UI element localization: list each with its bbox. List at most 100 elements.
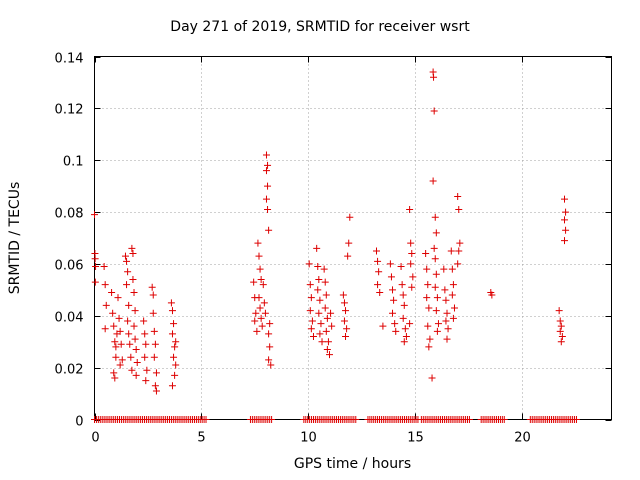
zero-data-point — [268, 416, 276, 423]
data-point — [431, 283, 439, 291]
data-point — [150, 353, 158, 361]
data-point — [121, 252, 129, 260]
data-point — [430, 107, 438, 115]
data-point — [561, 195, 568, 203]
data-point — [326, 351, 333, 359]
data-point — [168, 307, 176, 315]
x-tick-label: 5 — [197, 431, 205, 446]
data-point — [133, 358, 141, 366]
data-point — [488, 291, 496, 299]
data-point — [343, 325, 351, 333]
data-point — [557, 338, 565, 346]
data-point — [257, 314, 265, 322]
data-point — [101, 325, 109, 333]
data-point — [389, 286, 397, 294]
data-point — [431, 213, 439, 221]
data-point — [265, 356, 273, 364]
data-point — [323, 314, 331, 322]
data-point — [124, 317, 132, 325]
data-point — [317, 320, 325, 328]
data-point — [264, 161, 272, 169]
data-point — [392, 327, 400, 335]
data-point — [443, 335, 451, 343]
data-point — [442, 296, 450, 304]
y-tick-label: 0.06 — [55, 259, 84, 274]
data-point — [328, 322, 336, 330]
data-point — [308, 317, 316, 325]
data-point — [401, 325, 409, 333]
x-tick-label: 15 — [407, 431, 424, 446]
data-markers — [91, 68, 580, 423]
data-point — [252, 309, 260, 317]
data-point — [407, 260, 415, 268]
data-point — [448, 291, 456, 299]
data-point — [142, 377, 150, 385]
data-point — [430, 73, 438, 81]
data-point — [423, 265, 431, 273]
x-tick-label: 0 — [91, 431, 99, 446]
data-point — [127, 353, 135, 361]
data-point — [429, 177, 437, 185]
data-point — [251, 317, 259, 325]
data-point — [433, 294, 441, 302]
chart-title: Day 271 of 2019, SRMTID for receiver wsr… — [170, 19, 470, 35]
data-point — [261, 309, 269, 317]
data-point — [374, 257, 382, 265]
data-point — [117, 340, 125, 348]
data-point — [406, 320, 414, 328]
data-point — [116, 327, 124, 335]
data-point — [375, 268, 383, 276]
y-tick-label: 0.1 — [63, 155, 84, 170]
data-point — [321, 304, 329, 312]
data-point — [129, 275, 137, 283]
data-point — [101, 281, 109, 289]
data-point — [315, 275, 323, 283]
data-point — [306, 281, 314, 289]
data-point — [316, 330, 324, 338]
data-point — [406, 205, 414, 213]
data-point — [346, 213, 354, 221]
data-point — [442, 317, 450, 325]
data-point — [170, 320, 178, 328]
data-point — [141, 330, 149, 338]
data-point — [433, 327, 441, 335]
data-point — [152, 369, 160, 377]
data-point — [91, 255, 99, 263]
data-point — [322, 291, 330, 299]
data-point — [171, 371, 179, 379]
data-point — [431, 255, 439, 263]
data-point — [306, 307, 314, 315]
data-point — [322, 327, 330, 335]
data-point — [340, 299, 348, 307]
data-point — [324, 338, 332, 346]
data-point — [402, 333, 410, 341]
data-point — [262, 151, 270, 159]
data-point — [140, 317, 148, 325]
data-point — [425, 304, 433, 312]
data-point — [256, 265, 264, 273]
x-axis-label: GPS time / hours — [293, 456, 412, 472]
data-point — [262, 167, 270, 175]
data-point — [407, 239, 415, 247]
data-point — [171, 343, 179, 351]
data-point — [257, 275, 265, 283]
data-point — [112, 343, 120, 351]
data-point — [389, 309, 397, 317]
data-point — [250, 278, 258, 286]
data-point — [456, 239, 464, 247]
data-point — [254, 239, 262, 247]
data-point — [391, 320, 399, 328]
data-point — [400, 338, 408, 346]
data-point — [125, 301, 133, 309]
data-point — [316, 296, 324, 304]
data-point — [130, 322, 138, 330]
data-point — [340, 317, 348, 325]
data-point — [128, 244, 136, 252]
data-point — [449, 314, 457, 322]
data-point — [387, 273, 395, 281]
data-point — [455, 247, 463, 255]
data-point — [102, 301, 110, 309]
data-point — [305, 260, 313, 268]
data-point — [344, 252, 352, 260]
data-point — [256, 304, 264, 312]
